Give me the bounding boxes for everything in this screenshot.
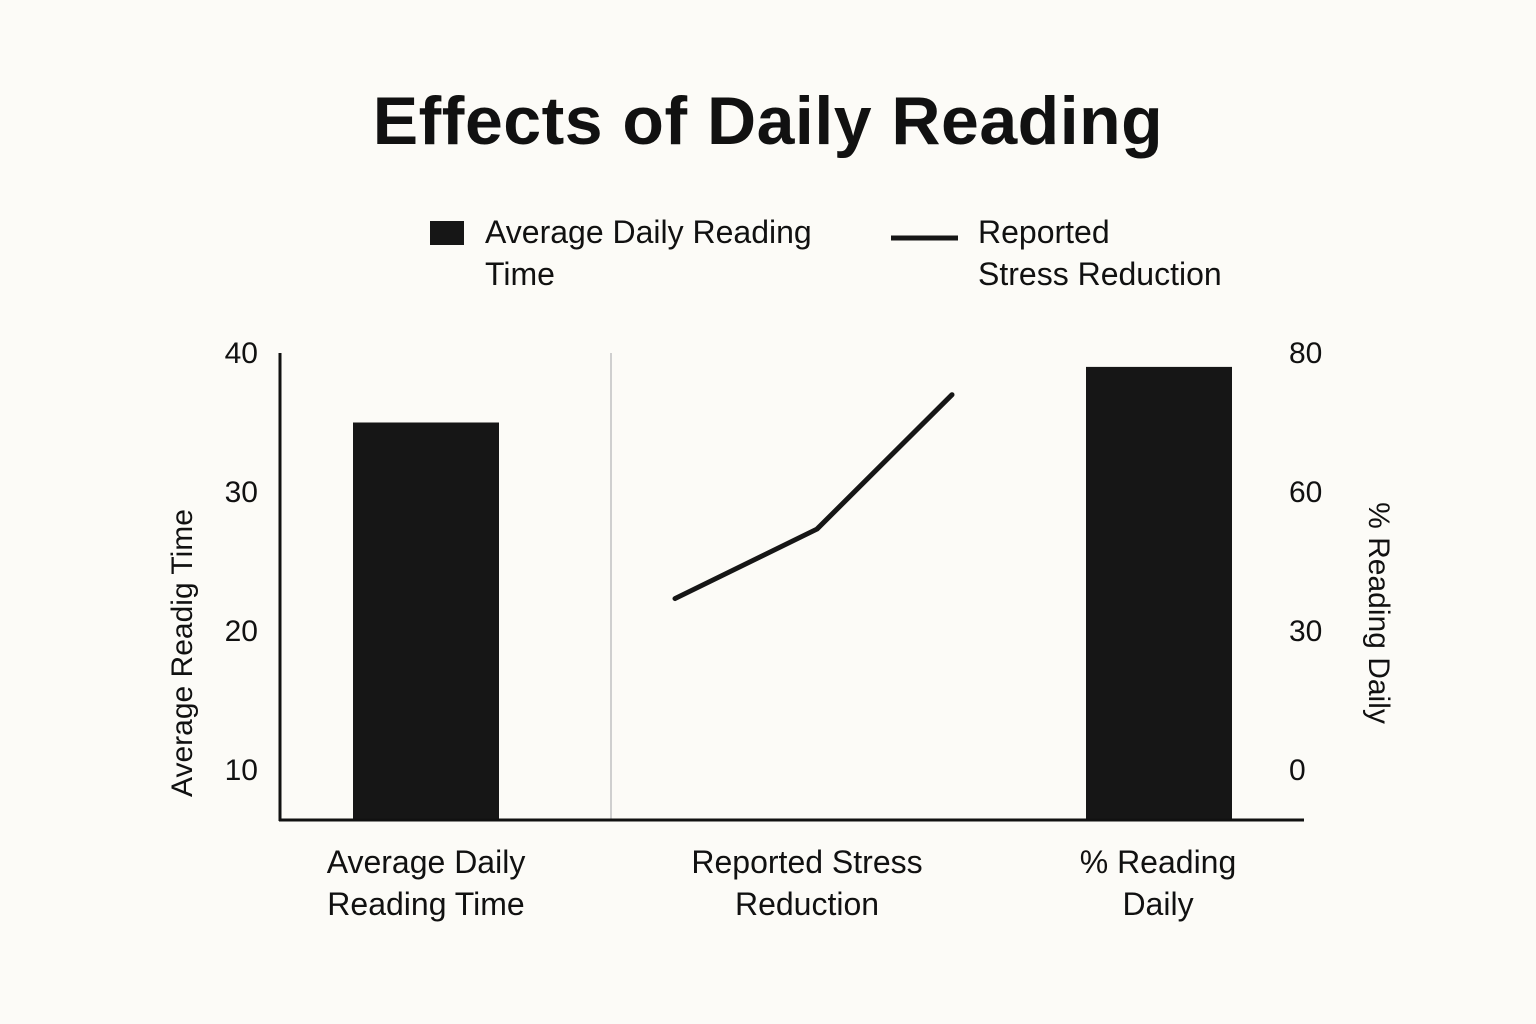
right-tick-label: 60 [1289, 476, 1323, 509]
legend-label-bar: Average Daily Reading Time [485, 211, 812, 295]
x-category-line1: % Reading [1079, 844, 1237, 880]
x-category-line2: Daily [1122, 886, 1194, 922]
legend-label-line2: Time [485, 256, 555, 292]
right-axis-label: % Reading Daily [1362, 502, 1395, 724]
legend-bar-swatch [430, 221, 464, 245]
bar [353, 422, 499, 820]
x-category-line2: Reading Time [327, 886, 525, 922]
x-category-label: % Reading Daily [1008, 841, 1308, 925]
x-category-line1: Average Daily [326, 844, 526, 880]
left-tick-label: 20 [224, 615, 258, 648]
x-category-label: Reported Stress Reduction [657, 841, 957, 925]
line-series-stress-reduction [672, 392, 955, 602]
legend-label-line: Reported Stress Reduction [978, 211, 1222, 295]
legend-label-line1: Average Daily Reading [485, 214, 812, 250]
left-tick-label: 40 [224, 337, 258, 370]
left-tick-label: 30 [224, 476, 258, 509]
right-tick-label: 30 [1289, 615, 1323, 648]
legend-label-line2: Stress Reduction [978, 256, 1222, 292]
x-category-label: Average Daily Reading Time [276, 841, 576, 925]
left-tick-label: 10 [224, 754, 258, 787]
right-tick-label: 0 [1289, 754, 1306, 787]
legend-label-line1: Reported [978, 214, 1110, 250]
chart-title: Effects of Daily Reading [372, 83, 1164, 159]
x-category-line1: Reported Stress [691, 844, 923, 880]
left-axis-label: Average Readig Time [166, 509, 199, 797]
right-tick-label: 80 [1289, 337, 1323, 370]
x-category-line2: Reduction [734, 886, 880, 922]
bar [1086, 366, 1232, 820]
